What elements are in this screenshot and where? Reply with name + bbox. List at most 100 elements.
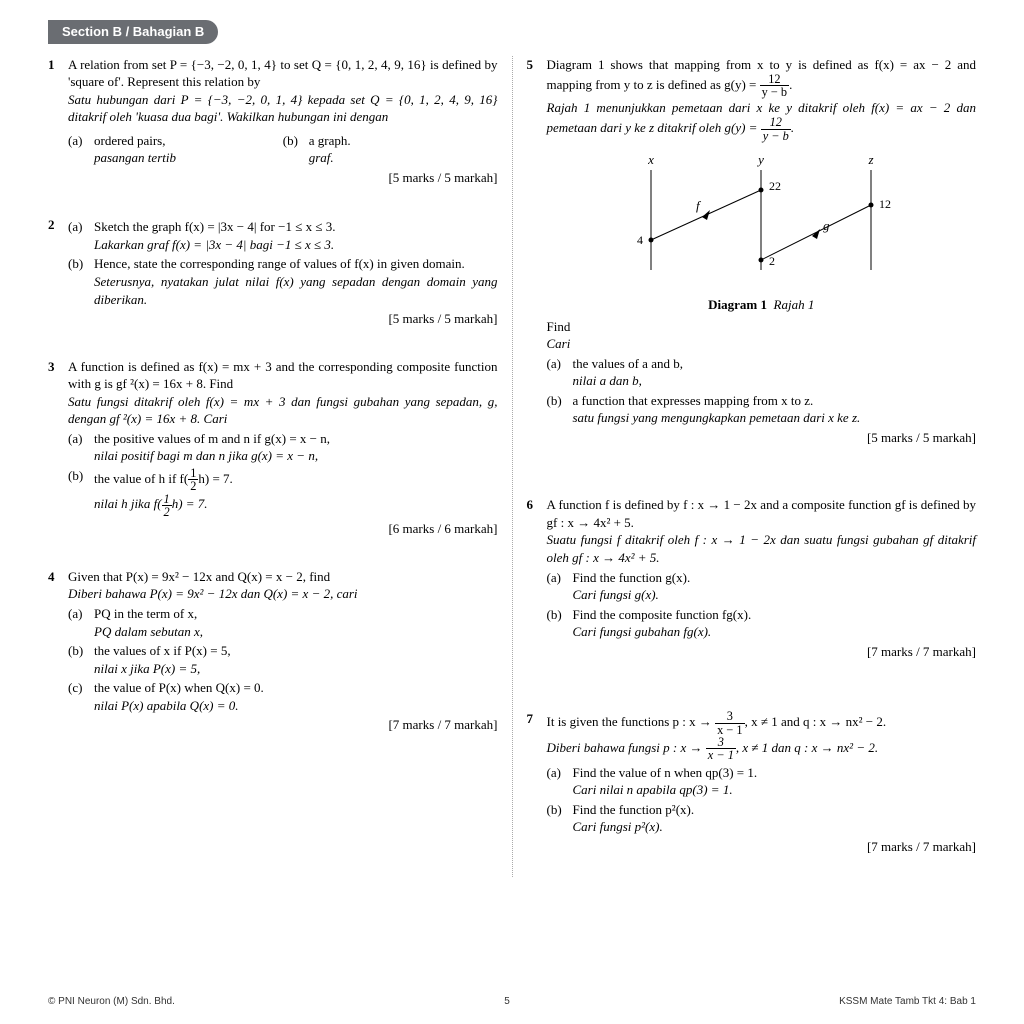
- content-columns: 1 A relation from set P = {−3, −2, 0, 1,…: [48, 56, 976, 878]
- q5-frac-den: y − b: [760, 86, 789, 98]
- q5-find-en: Find: [547, 318, 977, 336]
- q5b-en: a function that expresses mapping from x…: [573, 393, 814, 408]
- left-column: 1 A relation from set P = {−3, −2, 0, 1,…: [48, 56, 513, 878]
- q1b-en: a graph.: [309, 133, 351, 148]
- q1-number: 1: [48, 56, 68, 187]
- q3b-en-pre: the value of h if f(: [94, 471, 188, 486]
- q6a-bm: Cari fungsi g(x).: [573, 587, 659, 602]
- q6-number: 6: [527, 496, 547, 660]
- q4b-bm: nilai x jika P(x) = 5,: [94, 661, 200, 676]
- q6b-label: (b): [547, 606, 573, 641]
- footer-right: KSSM Mate Tamb Tkt 4: Bab 1: [839, 995, 976, 1009]
- q3-marks: [6 marks / 6 markah]: [68, 520, 498, 538]
- q1b-bm: graf.: [309, 150, 334, 165]
- q1b-label: (b): [283, 132, 309, 167]
- q4-intro-en: Given that P(x) = 9x² − 12x and Q(x) = x…: [68, 568, 498, 586]
- q7b-bm: Cari fungsi p²(x).: [573, 819, 663, 834]
- q4c-bm: nilai P(x) apabila Q(x) = 0.: [94, 698, 239, 713]
- q4a-bm: PQ dalam sebutan x,: [94, 624, 203, 639]
- q4-intro-bm: Diberi bahawa P(x) = 9x² − 12x dan Q(x) …: [68, 585, 498, 603]
- question-2: 2 (a) Sketch the graph f(x) = |3x − 4| f…: [48, 216, 498, 327]
- q1-intro-en: A relation from set P = {−3, −2, 0, 1, 4…: [68, 56, 498, 91]
- q7-intro-bm: Diberi bahawa fungsi p : x → 3x − 1, x ≠…: [547, 736, 977, 762]
- q4-number: 4: [48, 568, 68, 734]
- svg-text:g: g: [823, 218, 830, 233]
- q6a-label: (a): [547, 569, 573, 604]
- q4-marks: [7 marks / 7 markah]: [68, 716, 498, 734]
- q5-intro-en: Diagram 1 shows that mapping from x to y…: [547, 56, 977, 99]
- q2-number: 2: [48, 216, 68, 327]
- q7-frac-den2: x − 1: [706, 749, 736, 761]
- q6a-en: Find the function g(x).: [573, 570, 691, 585]
- q7-frac-num: 3: [715, 710, 744, 723]
- question-6: 6 A function f is defined by f : x → 1 −…: [527, 496, 977, 660]
- footer-left: © PNI Neuron (M) Sdn. Bhd.: [48, 995, 175, 1009]
- q2b-bm: Seterusnya, nyatakan julat nilai f(x) ya…: [94, 274, 498, 307]
- q5-frac-den2: y − b: [761, 130, 791, 142]
- q4a-en: PQ in the term of x,: [94, 606, 197, 621]
- question-5: 5 Diagram 1 shows that mapping from x to…: [527, 56, 977, 447]
- q3b-label: (b): [68, 467, 94, 518]
- q3-frac-num2: 1: [162, 493, 172, 506]
- q7-number: 7: [527, 710, 547, 855]
- q2b-label: (b): [68, 255, 94, 308]
- q1a-en: ordered pairs,: [94, 133, 165, 148]
- svg-text:z: z: [868, 152, 874, 167]
- q1-marks: [5 marks / 5 markah]: [68, 169, 498, 187]
- q4c-label: (c): [68, 679, 94, 714]
- mapping-diagram: x y z 4 22 2 12 f g: [601, 150, 921, 290]
- q2a-en: Sketch the graph f(x) = |3x − 4| for −1 …: [94, 219, 335, 234]
- q3b-en-post: h) = 7.: [198, 471, 232, 486]
- question-7: 7 It is given the functions p : x → 3x −…: [527, 710, 977, 855]
- q1a-bm: pasangan tertib: [94, 150, 176, 165]
- q3-frac-den2: 2: [162, 506, 172, 518]
- q5-intro-bm: Rajah 1 menunjukkan pemetaan dari x ke y…: [547, 99, 977, 142]
- q2a-bm: Lakarkan graf f(x) = |3x − 4| bagi −1 ≤ …: [94, 237, 334, 252]
- q4a-label: (a): [68, 605, 94, 640]
- q7a-label: (a): [547, 764, 573, 799]
- q2b-en: Hence, state the corresponding range of …: [94, 256, 465, 271]
- q5b-label: (b): [547, 392, 573, 427]
- q6-intro-bm: Suatu fungsi f ditakrif oleh f : x → 1 −…: [547, 531, 977, 566]
- q5-frac-num2: 12: [761, 116, 791, 129]
- q5-marks: [5 marks / 5 markah]: [547, 429, 977, 447]
- q5b-bm: satu fungsi yang mengungkapkan pemetaan …: [573, 410, 861, 425]
- q5a-label: (a): [547, 355, 573, 390]
- svg-text:12: 12: [879, 197, 891, 211]
- section-header: Section B / Bahagian B: [48, 20, 218, 44]
- q3-frac-den: 2: [188, 480, 198, 492]
- q5-frac-num: 12: [760, 73, 789, 86]
- diagram-caption: Diagram 1 Rajah 1: [547, 296, 977, 314]
- q7-intro-en: It is given the functions p : x → 3x − 1…: [547, 710, 977, 736]
- q3-frac-num: 1: [188, 467, 198, 480]
- q6b-bm: Cari fungsi gubahan fg(x).: [573, 624, 712, 639]
- svg-text:f: f: [696, 198, 702, 213]
- q3a-en: the positive values of m and n if g(x) =…: [94, 431, 330, 446]
- question-3: 3 A function is defined as f(x) = mx + 3…: [48, 358, 498, 538]
- q5a-bm: nilai a dan b,: [573, 373, 642, 388]
- svg-text:4: 4: [637, 233, 643, 247]
- q7a-bm: Cari nilai n apabila qp(3) = 1.: [573, 782, 733, 797]
- q3-number: 3: [48, 358, 68, 538]
- q7a-en: Find the value of n when qp(3) = 1.: [573, 765, 758, 780]
- question-1: 1 A relation from set P = {−3, −2, 0, 1,…: [48, 56, 498, 187]
- svg-text:22: 22: [769, 179, 781, 193]
- q3b-bm-post: h) = 7.: [172, 496, 208, 511]
- q6b-en: Find the composite function fg(x).: [573, 607, 752, 622]
- q3b-bm-pre: nilai h jika f(: [94, 496, 162, 511]
- q2a-label: (a): [68, 218, 94, 253]
- q7-marks: [7 marks / 7 markah]: [547, 838, 977, 856]
- q7b-en: Find the function p²(x).: [573, 802, 695, 817]
- q4c-en: the value of P(x) when Q(x) = 0.: [94, 680, 264, 695]
- svg-text:x: x: [647, 152, 654, 167]
- q7-frac-num2: 3: [706, 736, 736, 749]
- q2-marks: [5 marks / 5 markah]: [68, 310, 498, 328]
- footer-page-number: 5: [504, 995, 510, 1009]
- right-column: 5 Diagram 1 shows that mapping from x to…: [513, 56, 977, 878]
- q7b-label: (b): [547, 801, 573, 836]
- q5-find-bm: Cari: [547, 335, 977, 353]
- q4b-en: the values of x if P(x) = 5,: [94, 643, 231, 658]
- q5-number: 5: [527, 56, 547, 447]
- q4b-label: (b): [68, 642, 94, 677]
- q3a-bm: nilai positif bagi m dan n jika g(x) = x…: [94, 448, 318, 463]
